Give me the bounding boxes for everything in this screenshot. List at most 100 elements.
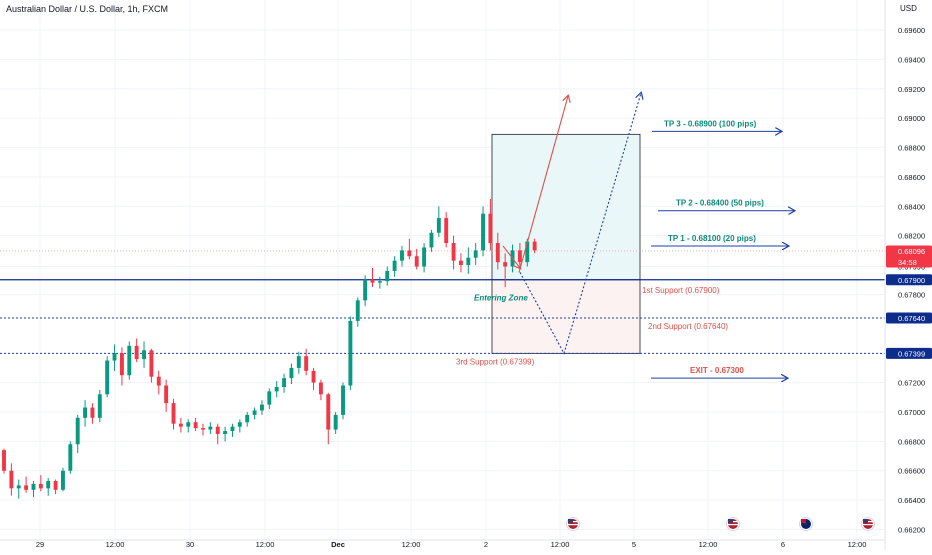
candle (230, 423, 235, 437)
candle (186, 419, 191, 433)
candle-body (61, 470, 65, 490)
candle-body (230, 426, 235, 432)
y-tick-label: 0.69600 (898, 26, 925, 35)
candle (326, 392, 331, 445)
candle (318, 379, 323, 401)
candle-body (193, 422, 198, 429)
candle-body (318, 382, 323, 395)
candle (215, 423, 220, 445)
candle (252, 407, 257, 420)
candle-body (252, 410, 257, 415)
au-flag-canton (801, 519, 806, 523)
candle (16, 479, 21, 499)
candle (355, 297, 360, 327)
dip-path-arrow (519, 93, 641, 355)
candle (503, 253, 508, 288)
candle-body (451, 243, 456, 261)
candle-body (90, 407, 95, 418)
price-tag-support2-text: 0.67640 (898, 314, 925, 323)
candle (436, 206, 441, 238)
candle (289, 363, 294, 385)
candle-body (296, 356, 301, 368)
candle (24, 476, 29, 493)
candle (61, 467, 65, 492)
us-flag-icon-stripe (863, 524, 873, 526)
x-tick-label: 12:00 (256, 540, 275, 549)
candle (400, 245, 404, 267)
candle (267, 388, 272, 410)
candle (112, 344, 117, 371)
candle-body (142, 350, 146, 360)
exit-label: EXIT - 0.67300 (690, 366, 744, 375)
bullish-arrow (518, 96, 568, 273)
candle (97, 389, 102, 423)
candle (422, 243, 427, 273)
candle (75, 414, 80, 454)
candle (90, 403, 95, 424)
candle-body (355, 300, 360, 321)
candle (46, 478, 51, 496)
candle-body (444, 218, 449, 244)
candle-body (341, 385, 345, 415)
y-tick-label: 0.66600 (898, 467, 925, 476)
candle-body (333, 414, 338, 430)
candle (134, 338, 139, 363)
us-flag-icon-canton (863, 519, 868, 523)
candle (488, 198, 493, 251)
candle-body (495, 243, 500, 263)
candle (105, 356, 110, 398)
us-flag-icon (566, 517, 580, 531)
entering-zone-label: Entering Zone (474, 293, 528, 302)
candle-body (532, 241, 537, 251)
candle (2, 448, 6, 474)
candle-series[interactable] (2, 198, 537, 499)
x-tick-label: 29 (36, 540, 44, 549)
candle-body (436, 218, 441, 233)
price-tag-resistance-text: 0.67900 (898, 276, 925, 285)
x-tick-label: 2 (484, 540, 488, 549)
candle-body (282, 378, 287, 387)
candle (348, 316, 353, 390)
candle (31, 480, 36, 498)
candle (164, 379, 169, 412)
candle (201, 423, 205, 436)
candle-body (201, 428, 205, 430)
candle-body (164, 385, 169, 404)
us-flag-icon-stripe (568, 524, 578, 526)
candle (481, 206, 485, 257)
candle-body (311, 370, 316, 383)
candle (414, 248, 419, 270)
candle (245, 411, 250, 427)
current-price-tag-text: 0.68096 (898, 247, 925, 256)
candle-body (75, 417, 80, 445)
candle-body (377, 281, 382, 283)
candle-body (348, 320, 353, 386)
candle-body (363, 279, 368, 301)
candle-body (186, 422, 191, 427)
trade-zones (491, 133, 641, 354)
candle-body (208, 426, 213, 430)
y-tick-label: 0.69200 (898, 85, 925, 94)
y-tick-label: 0.66400 (898, 496, 925, 505)
candle-body (215, 426, 220, 434)
candle-body (481, 213, 485, 251)
candle-body (178, 423, 183, 427)
price-axis[interactable]: 0.66200 0.66400 0.66600 0.66800 0.67000 0.672… (884, 0, 932, 550)
tp3-label: TP 3 - 0.68900 (100 pips) (664, 119, 757, 128)
x-tick-label: 12:00 (106, 540, 125, 549)
time-axis[interactable]: 29 12:00 30 12:00 Dec 12:00 2 12:00 5 12:00 6 12:00 (0, 517, 885, 550)
candle-body (466, 257, 471, 266)
y-tick-label: 0.69400 (898, 55, 925, 64)
price-tag-resistance-bg (886, 274, 932, 286)
candle-body (237, 422, 242, 427)
candle-body (503, 262, 508, 267)
us-flag-icon-stripe (728, 524, 738, 526)
candle (370, 268, 375, 288)
us-flag-icon-canton (568, 519, 573, 523)
candle (9, 463, 14, 496)
candle (333, 411, 338, 434)
candle (282, 373, 287, 393)
candle-body (326, 394, 331, 430)
